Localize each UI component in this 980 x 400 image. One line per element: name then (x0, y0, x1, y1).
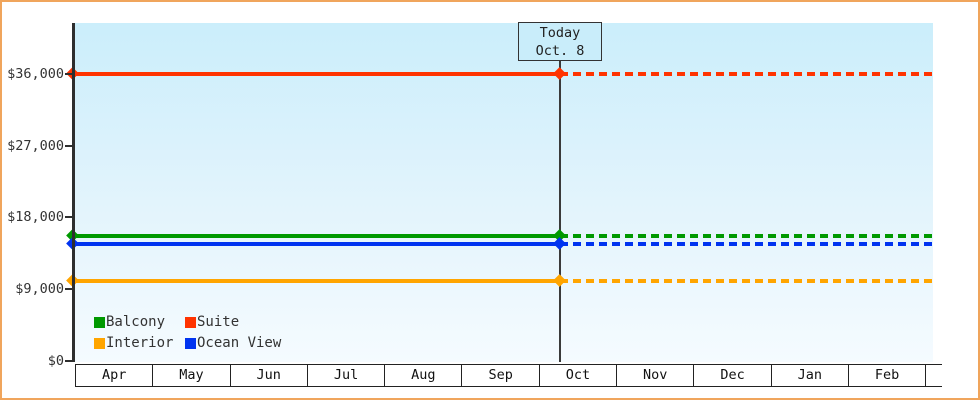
interior-swatch-icon (94, 337, 105, 349)
x-axis-month-row: Apr May Jun Jul Aug Sep Oct Nov Dec Jan Feb (75, 364, 942, 387)
legend-item-suite: Suite (185, 314, 239, 330)
legend-label-suite: Suite (197, 314, 240, 330)
month-cell-clipped (926, 365, 942, 386)
y-axis-line (72, 23, 75, 362)
month-cell-feb: Feb (849, 365, 927, 386)
y-tick-label: $18,000 (7, 209, 64, 226)
series-line-solid-balcony (74, 234, 560, 239)
legend-item-interior: Interior (94, 335, 185, 351)
month-cell-nov: Nov (617, 365, 695, 386)
today-label: Today (539, 25, 581, 41)
series-line-dashed-interior (560, 278, 933, 283)
series-line-dashed-balcony (560, 234, 933, 239)
month-cell-jul: Jul (308, 365, 386, 386)
suite-swatch-icon (185, 316, 196, 328)
month-cell-dec: Dec (694, 365, 772, 386)
ocean-view-swatch-icon (185, 337, 196, 349)
y-tick-mark (65, 144, 72, 147)
y-tick-mark (65, 359, 72, 362)
month-cell-sep: Sep (462, 365, 540, 386)
y-tick-mark (65, 73, 72, 76)
legend-label-ocean-view: Ocean View (197, 335, 282, 351)
month-cell-apr: Apr (76, 365, 154, 386)
legend: Balcony Suite Interior Ocean View (94, 314, 281, 356)
legend-label-interior: Interior (106, 335, 174, 351)
month-cell-jan: Jan (772, 365, 849, 386)
today-vertical-line (559, 60, 561, 362)
y-tick-label: $27,000 (7, 137, 64, 154)
series-line-dashed-suite (560, 72, 933, 77)
legend-row: Interior Ocean View (94, 335, 281, 351)
series-line-solid-ocean-view (74, 242, 560, 247)
balcony-swatch-icon (94, 316, 105, 328)
y-tick-mark (65, 216, 72, 219)
today-annotation-box: Today Oct. 8 (518, 22, 602, 61)
legend-row: Balcony Suite (94, 314, 281, 330)
y-tick-label: $0 (47, 352, 64, 369)
month-cell-jun: Jun (231, 365, 308, 386)
y-tick-label: $36,000 (7, 66, 64, 83)
month-cell-may: May (153, 365, 231, 386)
y-tick-mark (65, 287, 72, 290)
legend-item-ocean-view: Ocean View (185, 335, 281, 351)
today-date-label: Oct. 8 (535, 43, 585, 59)
series-line-dashed-ocean-view (560, 242, 933, 247)
month-cell-aug: Aug (385, 365, 463, 386)
legend-item-balcony: Balcony (94, 314, 185, 330)
y-tick-label: $9,000 (15, 280, 64, 297)
series-line-solid-suite (74, 72, 560, 77)
month-cell-oct: Oct (540, 365, 618, 386)
legend-label-balcony: Balcony (106, 314, 166, 330)
plot-area (74, 23, 933, 362)
series-line-solid-interior (74, 278, 560, 283)
